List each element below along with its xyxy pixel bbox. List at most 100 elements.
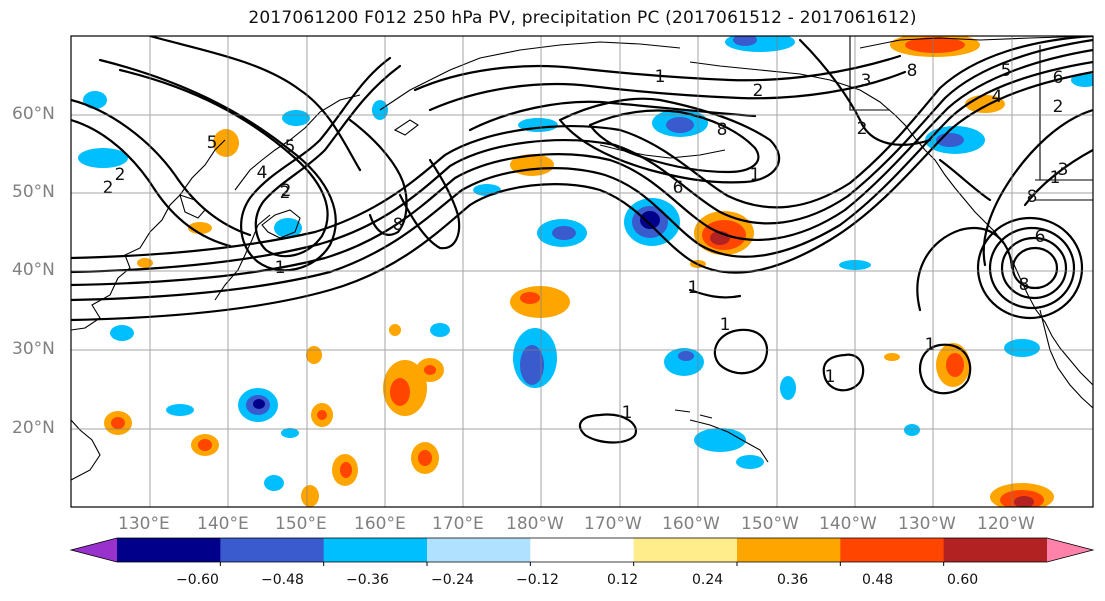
lon-label: 150°E [275,514,327,534]
negative-precip-blob [513,328,557,388]
lat-label: 50°N [12,182,55,202]
negative-precip-blob [624,198,680,246]
pv-contour-label: 8 [1019,275,1030,295]
pv-contour-label: 5 [207,133,218,153]
colorbar-swatch [220,538,325,562]
colorbar-swatch [633,538,738,562]
lon-label: 160°W [662,514,720,534]
colorbar [69,537,1095,566]
pv-contour-label: 6 [673,178,684,198]
negative-precip-blob [83,91,107,109]
positive-precip-blob [137,258,153,268]
pv-contour-label: 1 [825,367,836,387]
negative-precip-blob [1071,73,1093,87]
precipitation-shading [78,36,1093,507]
negative-precip-blob [537,219,587,247]
positive-precip-blob [884,353,900,361]
lon-label: 170°W [584,514,642,534]
pv-contour-label: 1 [1050,168,1061,188]
lat-label: 20°N [12,418,55,438]
positive-precip-blob [411,442,439,474]
negative-precip-blob [473,184,501,196]
positive-precip-blob [104,411,132,435]
colorbar-swatch [737,538,841,562]
colorbar-swatch [840,538,945,562]
lon-label: 140°E [197,514,249,534]
pv-contour-label: 1 [750,165,761,185]
negative-precip-blob [282,110,310,126]
pv-contour-label: 1 [275,258,286,278]
pv-contour-label: 1 [688,278,699,298]
colorbar-swatch [427,538,531,562]
positive-precip-blob [694,211,754,255]
pv-contour-label: 6 [1053,68,1064,88]
colorbar-swatch [117,538,221,562]
pv-contour-label: 2 [115,165,126,185]
positive-precip-blob [389,324,401,336]
colorbar-tick-label: 0.48 [862,572,894,588]
negative-precip-blob [694,428,746,452]
positive-precip-blob [301,485,319,507]
colorbar-swatch [530,538,635,562]
lon-label: 180°W [506,514,564,534]
colorbar-tick-label: −0.60 [176,572,219,588]
lon-label: 140°W [819,514,877,534]
negative-precip-blob [736,455,764,469]
negative-precip-blob [1004,339,1040,357]
pv-contour-label: 8 [717,120,728,140]
pv-contour-label: 5 [285,137,296,157]
colorbar-extension-high [1047,538,1093,562]
negative-precip-blob [264,475,284,491]
lon-label: 130°W [898,514,956,534]
pv-contour-label: 6 [1035,227,1046,247]
negative-precip-blob [925,126,985,154]
pv-contour-label: 2 [1053,97,1064,117]
lon-label: 150°W [741,514,799,534]
pv-contour-label: 2 [103,178,114,198]
pv-contour-label: 1 [925,335,936,355]
negative-precip-blob [166,404,194,416]
positive-precip-blob [383,360,427,416]
positive-precip-blob [311,403,333,427]
positive-precip-blob [213,129,239,157]
negative-precip-blob [664,348,704,376]
colorbar-swatch [943,538,1048,562]
negative-precip-blob [780,376,796,400]
graticule [71,36,1093,507]
lon-label: 160°E [354,514,406,534]
map-frame [70,35,1094,508]
pv-contour-label: 8 [1027,187,1038,207]
colorbar-tick-label: 0.24 [692,572,724,588]
pv-contour-label: 3 [1058,160,1069,180]
colorbar-extension-low [71,538,117,562]
colorbar-tick-label: −0.12 [516,572,559,588]
colorbar-tick-label: −0.48 [261,572,304,588]
negative-precip-blob [274,218,302,238]
lat-label: 30°N [12,339,55,359]
negative-precip-blob [110,325,134,341]
pv-contour-label: 4 [257,163,268,183]
pv-contour-label: 2 [281,181,292,201]
pv-contours [71,36,1093,444]
pv-contour-label: 8 [393,215,404,235]
lon-label: 170°E [432,514,484,534]
colorbar-tick-label: 0.60 [947,572,979,588]
positive-precip-blob [332,454,358,486]
colorbar-tick-label: 0.12 [607,572,639,588]
map-title: 2017061200 F012 250 hPa PV, precipitatio… [248,8,917,28]
pv-contour-label: 1 [720,315,731,335]
positive-precip-blob [936,343,970,387]
pv-contour-label: 8 [907,61,918,81]
positive-precip-blob [416,358,444,382]
negative-precip-blob [78,148,128,168]
positive-precip-blob [306,346,322,364]
pv-contour-label: 4 [992,87,1003,107]
colorbar-swatch [323,538,428,562]
negative-precip-blob [904,424,920,436]
negative-precip-blob [430,323,450,337]
negative-precip-blob [281,428,299,438]
lat-label: 60°N [12,104,55,124]
lon-label: 120°W [977,514,1035,534]
negative-precip-blob [725,36,795,52]
